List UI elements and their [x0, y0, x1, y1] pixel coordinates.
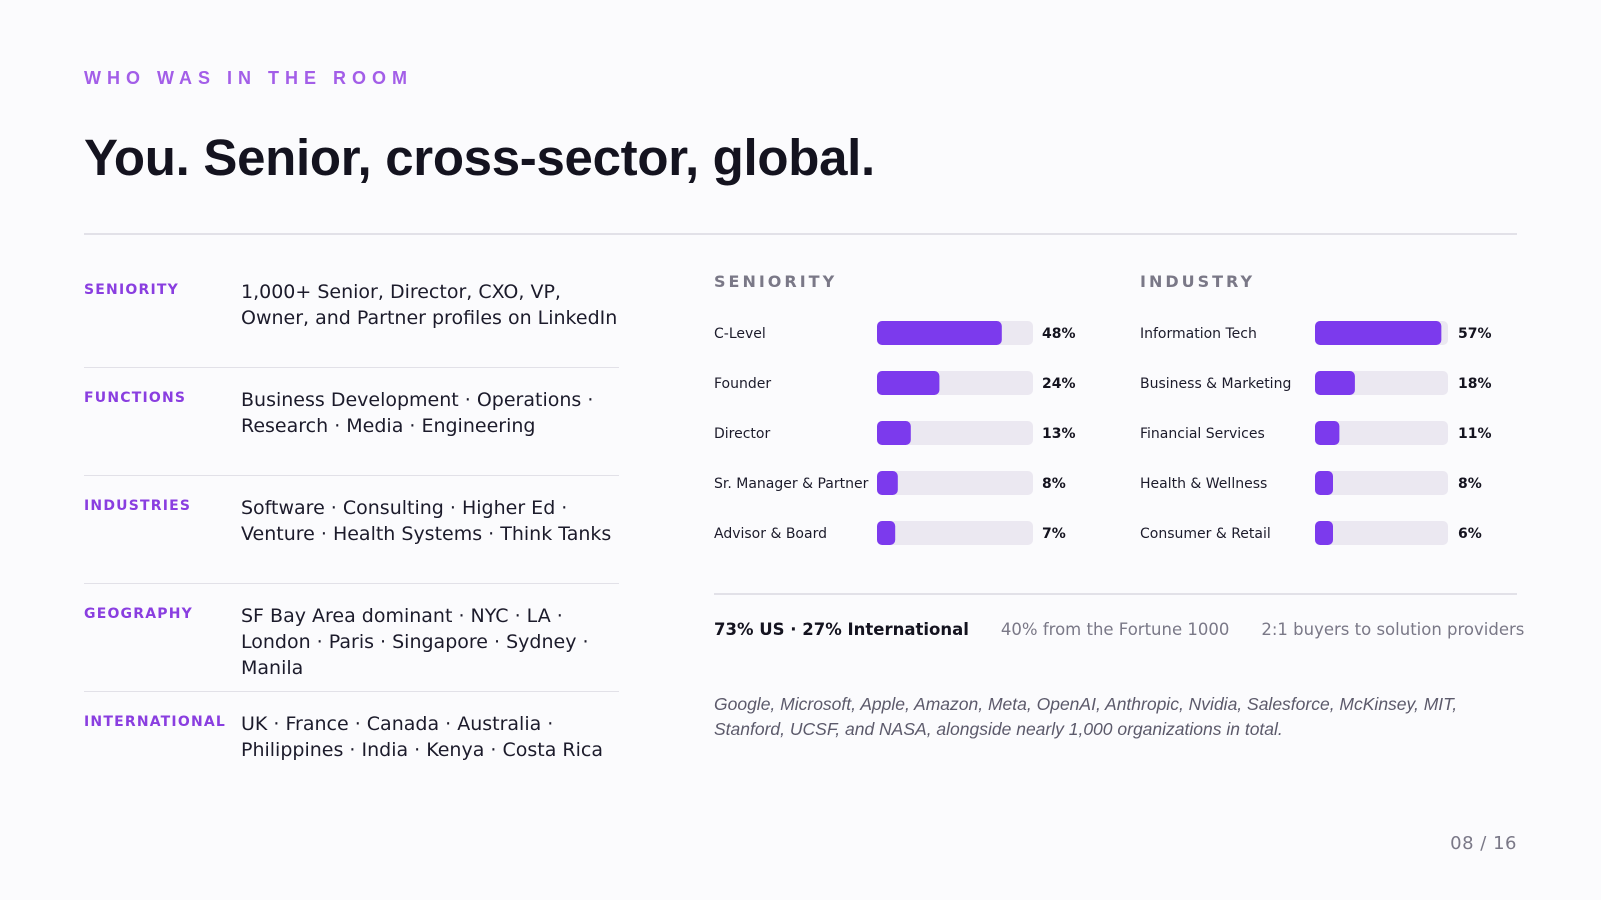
fact-label: INDUSTRIES	[84, 498, 192, 514]
fact-row-functions: FUNCTIONS Business Development · Operati…	[84, 368, 619, 476]
fact-row-geography: GEOGRAPHY SF Bay Area dominant · NYC · L…	[84, 584, 619, 692]
bar	[1315, 421, 1340, 445]
ratio-stat: 2:1 buyers to solution providers	[1261, 620, 1525, 639]
fact-label: INTERNATIONAL	[84, 714, 227, 730]
fortune-stat: 40% from the Fortune 1000	[1000, 620, 1230, 639]
stats-row: 73% US · 27% International 40% from the …	[714, 620, 1524, 639]
bar-label: Founder	[714, 376, 771, 392]
fact-value: Software · Consulting · Higher Ed · Vent…	[241, 497, 612, 545]
fact-row-industries: INDUSTRIES Software · Consulting · Highe…	[84, 476, 619, 584]
bar-value-label: 6%	[1458, 526, 1482, 542]
fact-value: UK · France · Canada · Australia · Phili…	[241, 713, 603, 761]
eyebrow: WHO WAS IN THE ROOM	[84, 68, 413, 88]
bar	[877, 521, 896, 545]
organizations-note: Google, Microsoft, Apple, Amazon, Meta, …	[714, 694, 1458, 739]
bar	[1315, 321, 1442, 345]
bar-label: Consumer & Retail	[1140, 526, 1271, 542]
page-title: You. Senior, cross-sector, global.	[84, 129, 875, 186]
bar-label: Advisor & Board	[714, 526, 827, 542]
fact-row-seniority: SENIORITY 1,000+ Senior, Director, CXO, …	[84, 260, 619, 368]
bar-value-label: 11%	[1458, 426, 1492, 442]
bar-value-label: 57%	[1458, 326, 1492, 342]
bar-value-label: 8%	[1458, 476, 1482, 492]
bar-label: Financial Services	[1140, 426, 1265, 442]
fact-value: SF Bay Area dominant · NYC · LA · London…	[241, 605, 589, 679]
fact-label: SENIORITY	[84, 282, 179, 298]
divider	[714, 593, 1517, 595]
bar	[1315, 471, 1333, 495]
bar-value-label: 7%	[1042, 526, 1066, 542]
bar-label: Business & Marketing	[1140, 376, 1291, 392]
seniority-chart-title: SENIORITY	[714, 272, 838, 291]
bar-value-label: 13%	[1042, 426, 1076, 442]
fact-label: FUNCTIONS	[84, 390, 187, 406]
bar	[877, 471, 898, 495]
bar-label: C-Level	[714, 326, 766, 342]
bar-track	[1315, 421, 1448, 445]
bar-track	[1315, 471, 1448, 495]
bar-track	[877, 521, 1033, 545]
facts-list: SENIORITY 1,000+ Senior, Director, CXO, …	[84, 260, 619, 800]
bar-track	[877, 471, 1033, 495]
bar-label: Health & Wellness	[1140, 476, 1267, 492]
bar	[877, 421, 911, 445]
fact-value: 1,000+ Senior, Director, CXO, VP, Owner,…	[241, 281, 618, 329]
bar-label: Sr. Manager & Partner	[714, 476, 869, 492]
bar-track	[877, 421, 1033, 445]
bar-label: Information Tech	[1140, 326, 1257, 342]
divider	[84, 233, 1517, 235]
bar	[877, 371, 940, 395]
fact-value: Business Development · Operations · Rese…	[241, 389, 594, 437]
bar	[877, 321, 1002, 345]
bar-value-label: 48%	[1042, 326, 1076, 342]
page-number: 08 / 16	[1450, 833, 1517, 854]
bar-track	[1315, 521, 1448, 545]
bar-value-label: 24%	[1042, 376, 1076, 392]
bar	[1315, 521, 1333, 545]
fact-label: GEOGRAPHY	[84, 606, 193, 622]
bar-value-label: 8%	[1042, 476, 1066, 492]
bar-label: Director	[714, 426, 770, 442]
bar-value-label: 18%	[1458, 376, 1492, 392]
fact-row-international: INTERNATIONAL UK · France · Canada · Aus…	[84, 692, 619, 800]
industry-chart-title: INDUSTRY	[1140, 272, 1256, 291]
geo-split-stat: 73% US · 27% International	[714, 620, 969, 639]
bar	[1315, 371, 1355, 395]
